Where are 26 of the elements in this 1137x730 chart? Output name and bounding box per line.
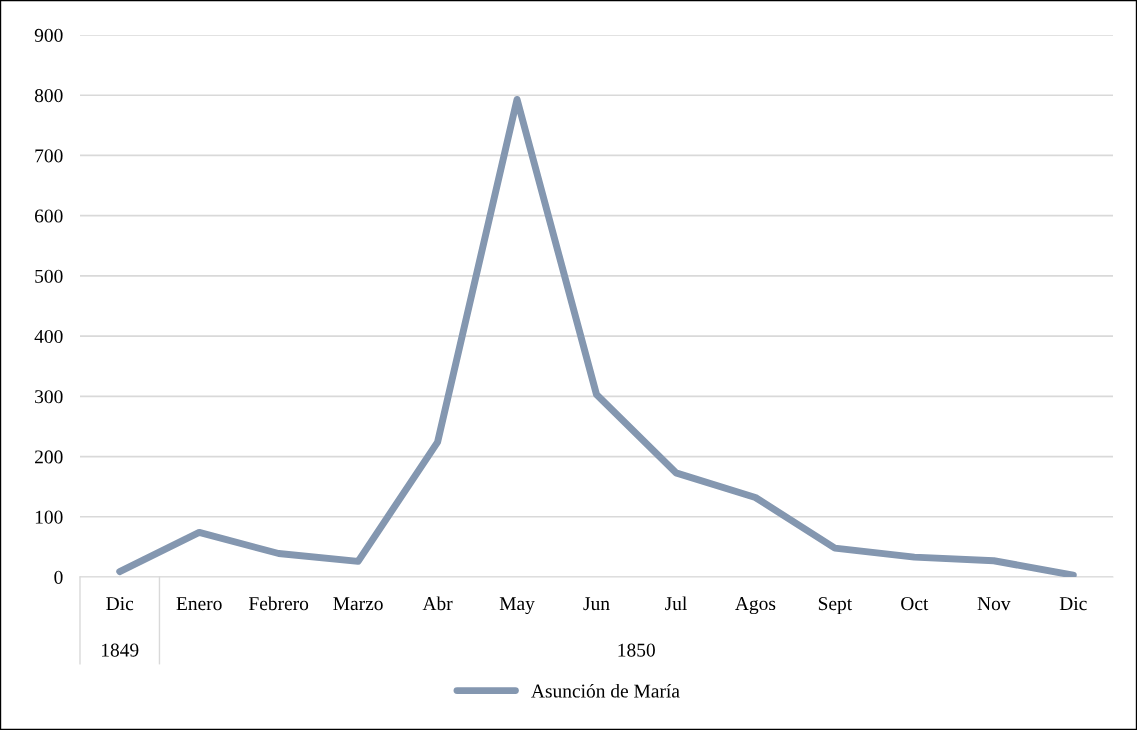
- x-tick-label: Agos: [735, 597, 776, 615]
- x-tick-label: May: [499, 597, 535, 615]
- x-tick-label: Jul: [665, 596, 687, 611]
- text: 1850: [618, 643, 655, 657]
- text: 1849: [102, 643, 139, 657]
- y-tick-label: 700: [35, 149, 63, 163]
- y-tick-label: 300: [35, 390, 63, 404]
- x-tick-label: Febrero: [248, 596, 309, 611]
- y-tick-label: 600: [35, 209, 63, 223]
- y-tick-label: 500: [35, 269, 63, 283]
- x-tick-label: Dic: [106, 597, 134, 611]
- x-tick-label: Nov: [977, 597, 1011, 611]
- x-tick-label: Abr: [422, 596, 453, 611]
- legend-label: Asunción de María: [531, 683, 680, 698]
- x-tick-label: Dic: [1059, 597, 1087, 611]
- x-tick-label: Sept: [818, 597, 853, 615]
- y-tick-label: 200: [35, 450, 63, 464]
- y-tick-label: 0: [54, 570, 63, 584]
- y-tick-label: 400: [34, 329, 63, 344]
- y-tick-label: 900: [34, 28, 63, 42]
- x-tick-label: Oct: [901, 597, 929, 611]
- y-tick-label: 100: [35, 510, 63, 524]
- y-tick-label: 800: [34, 89, 63, 103]
- x-tick-label: Enero: [176, 597, 222, 611]
- x-tick-label: Marzo: [333, 597, 383, 611]
- x-tick-label: Jun: [583, 597, 610, 611]
